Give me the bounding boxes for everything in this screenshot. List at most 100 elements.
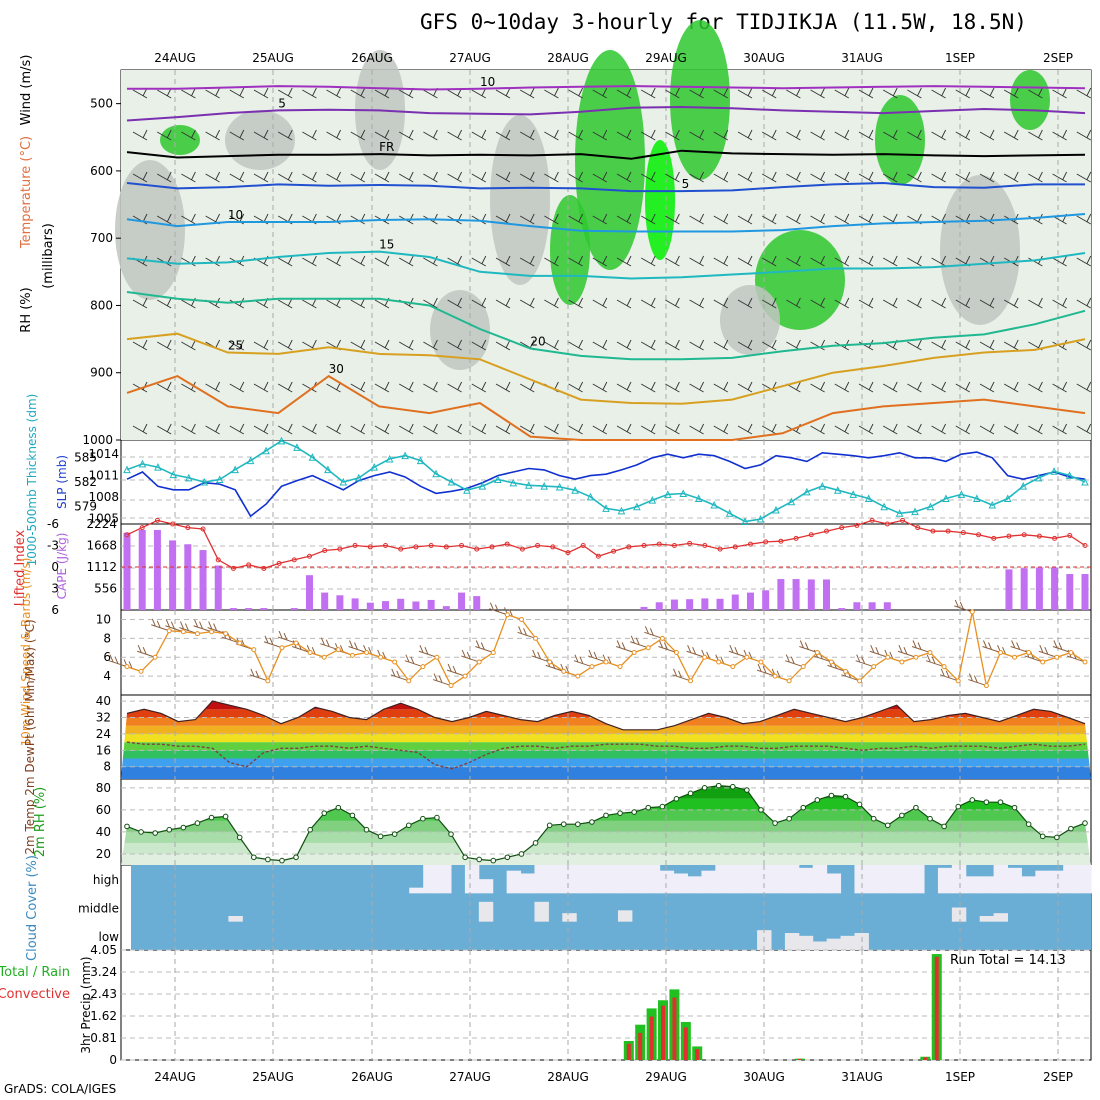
date-label-bottom: 28AUG (547, 1070, 589, 1084)
lifted-index-marker (443, 544, 449, 550)
rh-marker (969, 797, 976, 803)
rh-marker (983, 799, 990, 805)
label-2m-rh: 2m RH (%) (33, 787, 48, 858)
lifted-index-marker (504, 541, 510, 547)
wind-barb-10m (320, 637, 339, 651)
wind-barb-10m (277, 630, 297, 644)
temp-band (121, 701, 1091, 702)
wind-barb (665, 171, 680, 183)
wind-barb-10m (249, 668, 269, 682)
wind-barb (471, 171, 487, 183)
wind-speed-marker (364, 650, 369, 655)
rh-marker (546, 822, 553, 829)
wind-barb (374, 171, 390, 183)
wind-speed-marker (448, 683, 454, 689)
wind-barb (1052, 129, 1068, 141)
rh-marker (856, 801, 863, 808)
date-label-bottom: 26AUG (351, 1070, 393, 1084)
lifted-index-marker (565, 550, 571, 556)
thickness-marker (184, 473, 193, 482)
wind-barb (423, 423, 438, 435)
thickness-marker (540, 481, 549, 490)
thickness-marker (1065, 471, 1074, 479)
cloud-cell (1007, 867, 1022, 894)
wind-barb (713, 297, 729, 309)
label-thickness: 1000-500mb Thickness (dm) (25, 394, 39, 567)
wind-speed-marker (603, 659, 609, 665)
wind-barb (979, 381, 995, 393)
lifted-index-marker (1052, 535, 1058, 541)
wind-barb (665, 87, 680, 99)
rh-shading (550, 195, 590, 305)
wind-barb (592, 129, 608, 141)
thickness-marker (787, 497, 796, 506)
wind-barb (907, 129, 922, 141)
wind-barb (302, 171, 317, 183)
wind-barb (350, 339, 366, 351)
date-label-top: 30AUG (743, 51, 785, 65)
rh-band (121, 798, 1091, 810)
wind-barb (882, 87, 898, 99)
wind-speed-marker (547, 659, 553, 665)
wind-barb-10m (1038, 645, 1057, 658)
label-2m-temp: 2m Temp 2m DewPt (6hr Min/Max) (°C) (23, 619, 37, 854)
thickness-marker (710, 500, 718, 509)
rh-marker (589, 819, 595, 825)
wind-barb (786, 297, 801, 309)
wind-barb (326, 129, 342, 141)
lifted-index-marker (930, 528, 936, 534)
wind-barb (519, 87, 535, 99)
cloud-cell (882, 865, 897, 894)
wind-barb (616, 87, 632, 99)
wind-speed-marker (180, 629, 186, 635)
lifted-index-marker (367, 544, 373, 550)
wind-barb (350, 423, 366, 435)
cloud-cell (896, 865, 911, 894)
precip-convective-bar (649, 1016, 654, 1060)
cape-bar (442, 606, 450, 610)
slp-tick-label: 1008 (88, 490, 119, 504)
wind-speed-marker (843, 668, 848, 674)
wind-barb (447, 171, 463, 183)
lifted-index-marker (732, 544, 738, 550)
lifted-index-marker (459, 543, 465, 548)
wind-barb (1076, 297, 1092, 309)
isotherm-line (126, 149, 1086, 160)
cloud-cell (562, 865, 577, 894)
label-wind: Wind (m/s) (19, 55, 34, 126)
rh-marker (842, 793, 849, 800)
wind-barb (181, 171, 196, 183)
rh-marker (222, 813, 229, 820)
thickness-marker (246, 456, 255, 465)
wind-barb (761, 255, 777, 267)
wind-barb (737, 297, 753, 309)
wind-barb-10m (418, 645, 438, 658)
wind-barb (423, 381, 438, 393)
isotherm-line (126, 291, 1086, 361)
lifted-index-marker (641, 543, 647, 548)
wind-barb-10m (658, 640, 677, 653)
cape-bar (746, 592, 754, 610)
wind-speed-marker (913, 654, 919, 660)
wind-barb (1003, 129, 1019, 141)
lifted-index-marker (215, 557, 221, 563)
cloud-cell (771, 865, 786, 894)
wind-barb (398, 381, 414, 393)
panel-frame-precip (120, 949, 1092, 1061)
lifted-index-marker (230, 565, 236, 571)
thickness-marker (818, 481, 827, 490)
li-tick-label: 0 (51, 560, 59, 574)
wind-barb (495, 297, 511, 309)
temp-line (126, 700, 1086, 731)
wind-barb (1076, 255, 1092, 267)
wind-speed-marker (533, 635, 539, 641)
rh-shading (225, 110, 295, 170)
wind-barb-10m (404, 654, 424, 668)
cape-bar (473, 596, 481, 610)
cape-bar (731, 594, 739, 610)
lifted-index-marker (413, 544, 419, 550)
thickness-marker (324, 465, 332, 474)
cape-tick-label: 1112 (86, 560, 117, 574)
lifted-index-marker (535, 543, 541, 548)
thickness-line (126, 439, 1086, 523)
